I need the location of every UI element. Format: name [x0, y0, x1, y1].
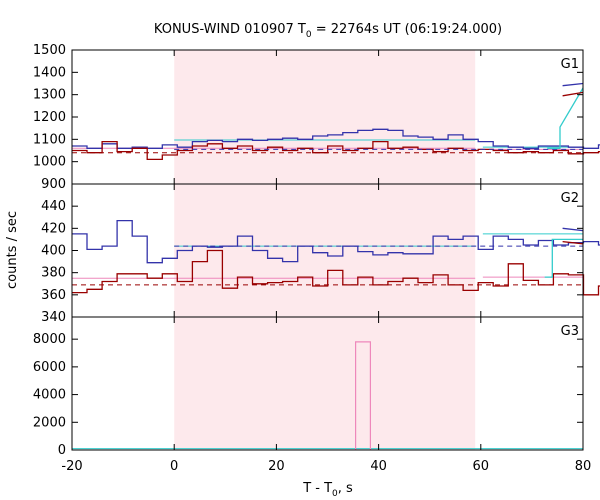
x-tick-label: -20 — [61, 459, 82, 474]
red-tail — [562, 91, 584, 97]
panel-frame — [71, 316, 584, 451]
blue-tail — [562, 82, 584, 87]
y-tick-label: 6000 — [33, 360, 66, 375]
y-tick-label: 1100 — [33, 132, 66, 147]
panel-g1: 900 1000 1100 1200 1300 1400 1500 G1 — [33, 43, 600, 192]
x-tick-label: 80 — [575, 459, 592, 474]
panel-label: G1 — [561, 57, 579, 72]
x-tick-label: 20 — [268, 459, 285, 474]
plot-layer: 900 1000 1100 1200 1300 1400 1500 G1 340 360 380 40… — [33, 43, 600, 474]
y-tick-label: 1500 — [33, 43, 66, 58]
blue-tail — [562, 227, 584, 232]
panel-g2: 340 360 380 400 420 440 G2 — [41, 183, 600, 325]
y-tick-label: 380 — [41, 266, 66, 281]
panel-g3: 0 2000 4000 6000 8000 G3 — [33, 316, 584, 458]
y-tick-label: 4000 — [33, 388, 66, 403]
highlight-interval — [174, 50, 476, 450]
y-tick-label: 900 — [41, 177, 66, 192]
x-tick-label: 60 — [473, 459, 490, 474]
y-tick-label: 2000 — [33, 415, 66, 430]
panel-label: G2 — [561, 191, 579, 206]
y-tick-label: 360 — [41, 288, 66, 303]
y-tick-label: 1200 — [33, 110, 66, 125]
red-tail — [562, 240, 584, 245]
y-tick-label: 340 — [41, 310, 66, 325]
y-tick-label: 400 — [41, 244, 66, 259]
panel-label: G3 — [561, 324, 579, 339]
y-tick-label: 8000 — [33, 332, 66, 347]
chart-title: KONUS-WIND 010907 T0 = 22764s UT (06:19:… — [154, 22, 502, 40]
y-tick-label: 1000 — [33, 155, 66, 170]
blue-series — [72, 219, 600, 264]
x-tick-label: 0 — [170, 459, 178, 474]
x-axis-label: T - T0, s — [302, 481, 353, 499]
pink-spike — [355, 341, 371, 450]
y-tick-label: 1400 — [33, 65, 66, 80]
y-tick-label: 420 — [41, 221, 66, 236]
y-axis-label: counts / sec — [5, 211, 20, 289]
y-tick-label: 440 — [41, 199, 66, 214]
blue-series — [72, 128, 600, 149]
y-tick-label: 1300 — [33, 88, 66, 103]
cyan-tail — [544, 238, 583, 278]
cyan-tail — [547, 87, 584, 149]
y-tick-label: 0 — [58, 443, 66, 458]
x-tick-label: 40 — [370, 459, 387, 474]
